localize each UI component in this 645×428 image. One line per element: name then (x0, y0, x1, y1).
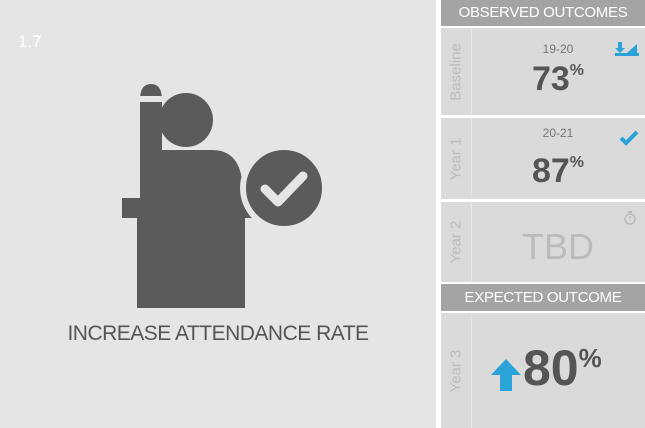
goal-panel: 1.7 INCREASE ATTENDANCE RATE (0, 0, 436, 428)
timer-icon (624, 211, 636, 225)
year1-cell: Year 1 20-21 87% (441, 118, 645, 199)
up-arrow-icon (491, 359, 521, 391)
row-label: Baseline (447, 42, 465, 101)
value: 87% (471, 152, 645, 191)
year2-cell: Year 2 TBD (441, 202, 645, 282)
period: 20-21 (542, 126, 574, 140)
download-icon (615, 42, 639, 56)
check-icon (619, 130, 639, 146)
row-label: Year 2 (447, 220, 465, 264)
value: TBD (522, 226, 594, 267)
period: 19-20 (542, 42, 574, 56)
value: 73% (471, 60, 645, 99)
baseline-cell: Baseline 19-20 73% (441, 28, 645, 115)
row-label: Year 3 (447, 349, 465, 392)
badge: 1.7 (18, 32, 42, 51)
value-number: 73 (531, 60, 570, 98)
goal-icon (122, 84, 325, 308)
value-number: 80 (523, 340, 579, 396)
value: 80% (523, 339, 602, 397)
expected-header: EXPECTED OUTCOME (441, 284, 645, 311)
observed-header: OBSERVED OUTCOMES (441, 0, 645, 26)
goal-title: INCREASE ATTENDANCE RATE (67, 322, 369, 345)
value-number: 87 (531, 152, 570, 190)
unit: % (569, 62, 585, 79)
unit: % (569, 154, 585, 171)
row-label: Year 1 (447, 137, 465, 180)
year3-cell: Year 3 80% (441, 313, 645, 428)
unit: % (578, 343, 602, 373)
